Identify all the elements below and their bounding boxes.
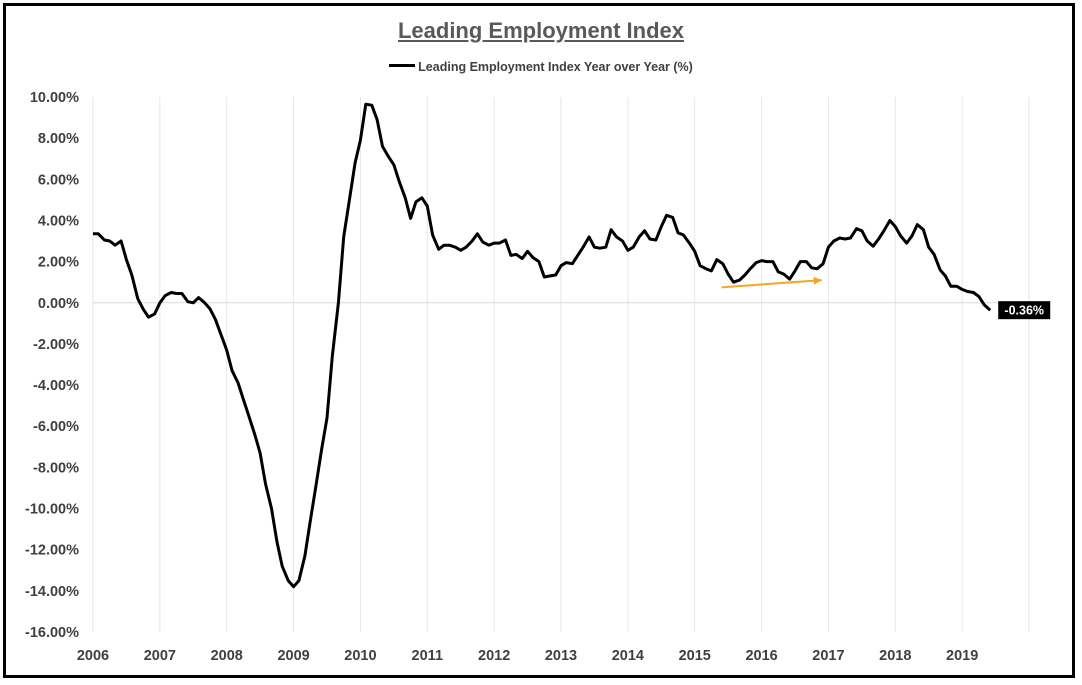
last-value-label: -0.36% <box>998 301 1051 320</box>
y-tick-label: -14.00% <box>25 584 79 600</box>
y-tick-label: -10.00% <box>25 502 79 518</box>
grid <box>92 97 1030 632</box>
x-tick-label: 2019 <box>946 648 978 664</box>
y-tick-label: -4.00% <box>33 378 79 394</box>
x-tick-label: 2016 <box>745 648 777 664</box>
chart-title: Leading Employment Index <box>397 18 685 43</box>
annotation-arrow-line <box>721 279 822 289</box>
y-tick-label: 4.00% <box>38 213 79 229</box>
x-tick-label: 2010 <box>344 648 376 664</box>
x-tick-label: 2011 <box>412 648 443 664</box>
legend-label: Leading Employment Index Year over Year … <box>418 60 693 74</box>
x-tick-label: 2007 <box>144 648 176 664</box>
x-tick-label: 2014 <box>612 648 644 664</box>
y-tick-label: 6.00% <box>38 172 79 188</box>
x-tick-label: 2015 <box>679 648 711 664</box>
y-tick-label: 2.00% <box>38 255 79 271</box>
x-tick-label: 2017 <box>812 648 844 664</box>
x-tick-label: 2009 <box>277 648 309 664</box>
legend: Leading Employment Index Year over Year … <box>0 60 1082 74</box>
x-tick-label: 2006 <box>77 648 109 664</box>
legend-swatch <box>389 64 416 68</box>
last-value-box <box>998 301 1051 320</box>
y-tick-label: -6.00% <box>33 419 79 435</box>
y-tick-label: -16.00% <box>25 625 79 641</box>
series <box>93 102 992 589</box>
x-axis: 2006 2007 2008 2009 2010 2011 2012 2013 2014 2015… <box>77 648 978 664</box>
y-tick-label: -2.00% <box>33 337 79 353</box>
annotation-arrow-head <box>813 276 822 285</box>
y-tick-label: -12.00% <box>25 543 79 559</box>
series-line <box>93 102 992 589</box>
y-tick-label: 0.00% <box>38 296 79 312</box>
y-tick-label: 8.00% <box>38 131 79 147</box>
last-value-text: -0.36% <box>1004 304 1044 318</box>
y-tick-label: -8.00% <box>33 460 79 476</box>
y-axis: 10.00% 8.00% 6.00% 4.00% 2.00% 0.00% -2.00% -4.… <box>25 90 79 641</box>
x-tick-label: 2012 <box>478 648 510 664</box>
annotation <box>721 276 822 289</box>
chart-frame <box>3 3 1075 678</box>
x-tick-label: 2013 <box>545 648 577 664</box>
x-tick-label: 2008 <box>211 648 243 664</box>
y-tick-label: 10.00% <box>30 90 79 106</box>
x-tick-label: 2018 <box>879 648 911 664</box>
